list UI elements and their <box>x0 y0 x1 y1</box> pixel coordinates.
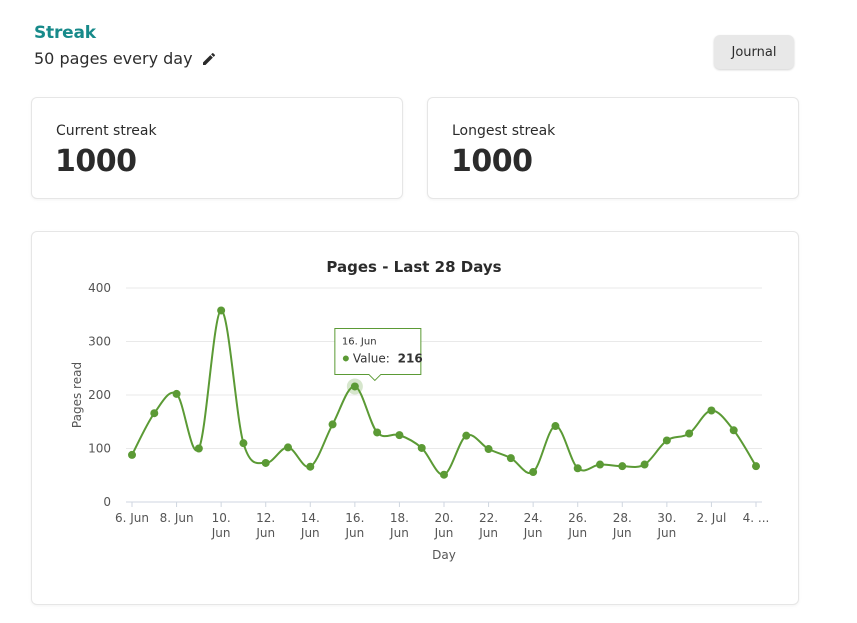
pencil-icon[interactable] <box>201 51 217 67</box>
current-streak-card: Current streak 1000 <box>31 97 403 199</box>
longest-streak-card: Longest streak 1000 <box>427 97 799 199</box>
streak-title: Streak <box>34 23 96 43</box>
goal-row: 50 pages every day <box>34 49 217 68</box>
goal-text: 50 pages every day <box>34 49 193 68</box>
longest-streak-label: Longest streak <box>452 123 556 139</box>
current-streak-value: 1000 <box>55 144 137 179</box>
journal-button[interactable]: Journal <box>714 35 794 69</box>
current-streak-label: Current streak <box>56 123 157 139</box>
pages-chart-card <box>31 231 799 605</box>
longest-streak-value: 1000 <box>451 144 533 179</box>
